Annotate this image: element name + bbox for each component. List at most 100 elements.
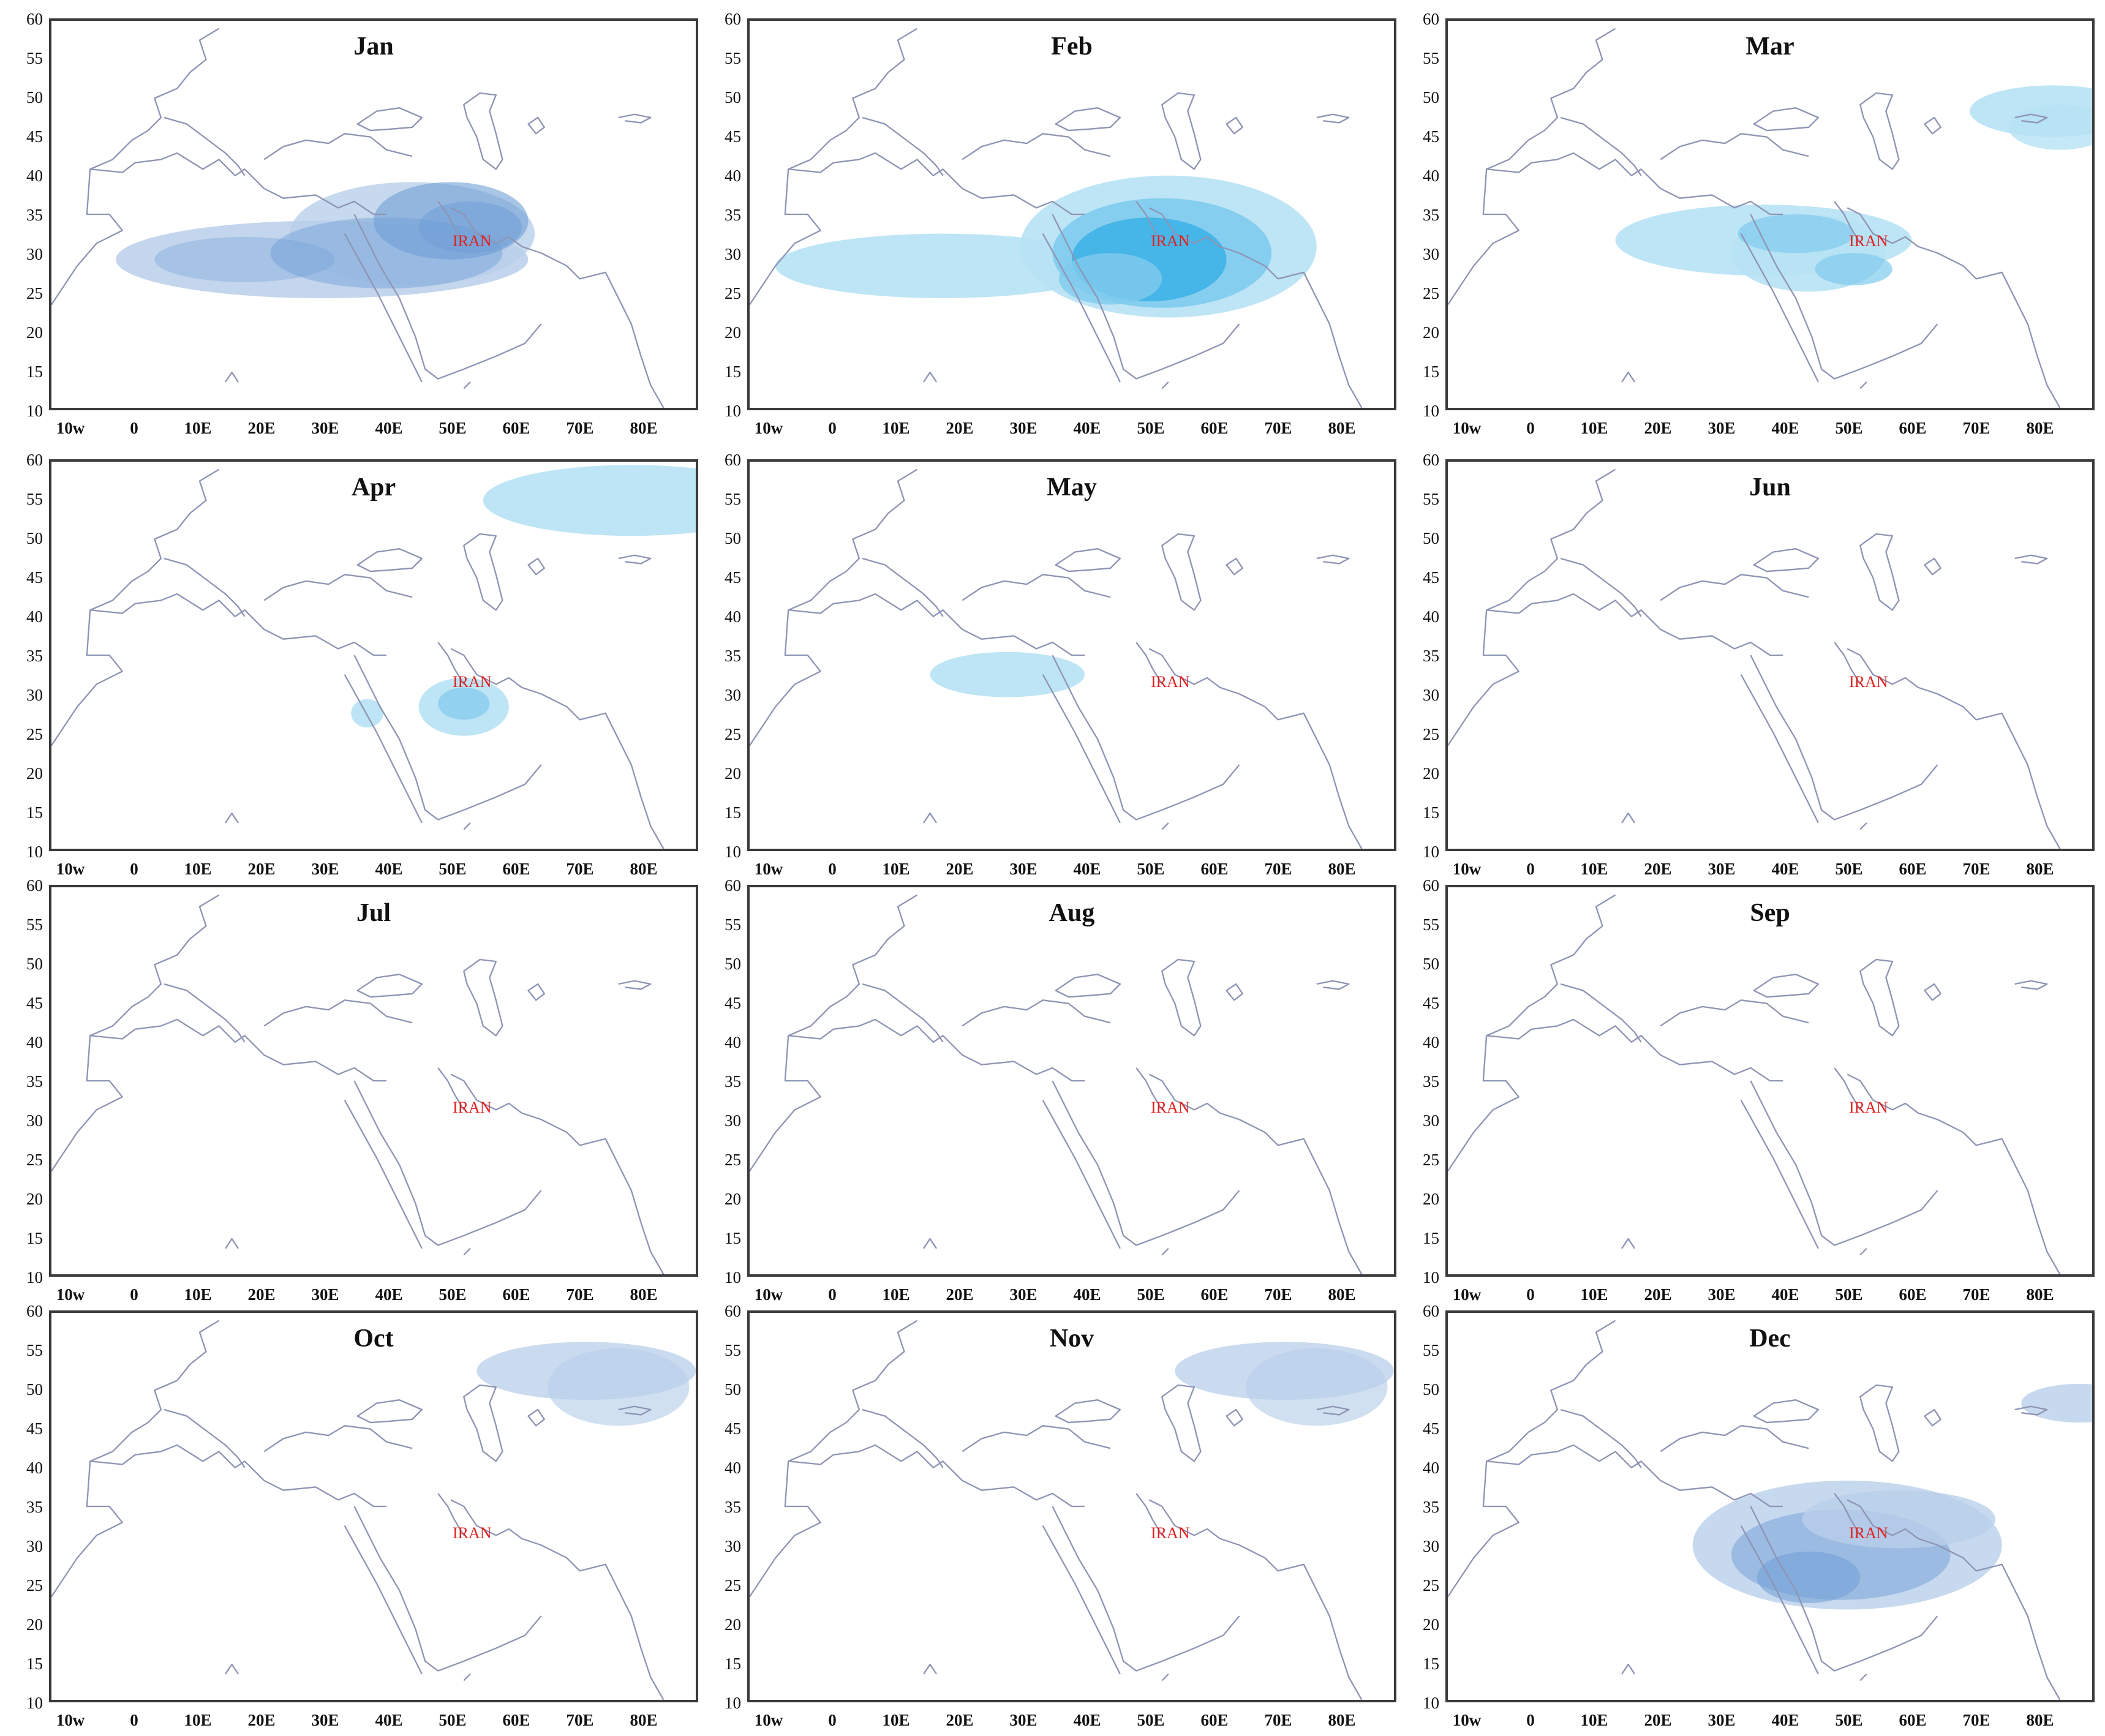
coastline bbox=[1621, 371, 1636, 383]
lat-tick-label: 25 bbox=[1423, 725, 1439, 743]
lat-tick-label: 60 bbox=[1423, 10, 1439, 28]
month-title: Apr bbox=[351, 473, 396, 502]
coastline bbox=[1226, 983, 1243, 1001]
coastline bbox=[1847, 1073, 2061, 1274]
lon-tick-label: 80E bbox=[1328, 419, 1356, 437]
lon-tick-label: 20E bbox=[247, 1285, 276, 1304]
coastline bbox=[1660, 133, 1809, 160]
month-title: Nov bbox=[1049, 1325, 1094, 1353]
map-panel-may: 60 55 50 45 40 35 30 25 20 15 10 10w 0 10E 20E 30E 40E 50… bbox=[704, 447, 1399, 878]
coastline bbox=[1161, 533, 1202, 611]
coastline bbox=[1753, 974, 1820, 998]
coastline bbox=[1560, 557, 1642, 617]
lon-tick-label: 60E bbox=[502, 1711, 530, 1729]
coastline bbox=[1486, 1018, 1783, 1082]
lon-tick-label: 0 bbox=[828, 1285, 837, 1304]
coastline bbox=[1750, 1506, 1938, 1672]
map-canvas bbox=[51, 1320, 696, 1700]
lat-tick-label: 45 bbox=[26, 568, 43, 587]
coastline bbox=[1560, 116, 1642, 176]
lat-tick-label: 55 bbox=[26, 49, 43, 67]
coastline bbox=[1148, 1073, 1363, 1274]
lat-tick-label: 15 bbox=[725, 803, 741, 822]
lat-tick-label: 20 bbox=[1423, 1190, 1439, 1208]
frequency-shading bbox=[2008, 104, 2092, 150]
lat-tick-label: 15 bbox=[26, 1229, 43, 1247]
coastline bbox=[344, 1525, 423, 1675]
lon-tick-label: 10E bbox=[882, 1711, 910, 1729]
coastline bbox=[750, 468, 918, 746]
coastline bbox=[1859, 1674, 1867, 1682]
coastline bbox=[618, 980, 652, 990]
lon-tick-label: 70E bbox=[566, 860, 594, 878]
month-title: Dec bbox=[1749, 1325, 1791, 1353]
lat-tick-label: 25 bbox=[1423, 284, 1439, 302]
lon-tick-label: 50E bbox=[1835, 1285, 1863, 1304]
coastline bbox=[1055, 107, 1121, 132]
lat-tick-label: 40 bbox=[26, 607, 43, 626]
lon-tick-label: 70E bbox=[1962, 1285, 1990, 1304]
lat-tick-label: 45 bbox=[725, 568, 741, 587]
lon-tick-label: 10w bbox=[1452, 1285, 1482, 1304]
lat-tick-label: 30 bbox=[1423, 686, 1439, 704]
lon-tick-label: 50E bbox=[439, 419, 467, 437]
lat-tick-label: 20 bbox=[1423, 764, 1439, 783]
coastline bbox=[1052, 1080, 1240, 1246]
coastline bbox=[862, 116, 944, 176]
lat-tick-label: 35 bbox=[1423, 1498, 1439, 1516]
lat-tick-label: 35 bbox=[725, 1498, 741, 1516]
coastline bbox=[450, 207, 665, 408]
coastline bbox=[1660, 574, 1809, 601]
lat-tick-label: 35 bbox=[26, 206, 43, 224]
lon-tick-label: 80E bbox=[2026, 419, 2054, 437]
map-canvas bbox=[51, 894, 665, 1274]
lat-tick-label: 35 bbox=[26, 1498, 43, 1516]
lat-tick-label: 15 bbox=[1423, 1655, 1439, 1673]
lat-tick-label: 50 bbox=[725, 88, 741, 107]
coastline bbox=[344, 674, 423, 824]
map-panel-dec: 60 55 50 45 40 35 30 25 20 15 10 10w 0 10E 20E 30E 40E 50… bbox=[1403, 1298, 2098, 1729]
coastline bbox=[750, 1320, 918, 1598]
country-label-iran: IRAN bbox=[453, 1524, 492, 1542]
lat-tick-label: 55 bbox=[725, 915, 741, 934]
coastline bbox=[2014, 554, 2048, 565]
coastline bbox=[90, 1018, 387, 1082]
country-label-iran: IRAN bbox=[1849, 1524, 1888, 1542]
lon-tick-label: 20E bbox=[1644, 1711, 1672, 1729]
lat-tick-label: 50 bbox=[725, 955, 741, 973]
lon-tick-label: 60E bbox=[1200, 860, 1229, 878]
coastline bbox=[164, 1408, 246, 1468]
lat-tick-label: 35 bbox=[725, 206, 741, 224]
month-title: Jul bbox=[356, 899, 391, 927]
lat-tick-label: 20 bbox=[1423, 323, 1439, 342]
lon-tick-label: 80E bbox=[1328, 1285, 1356, 1304]
frequency-shading bbox=[1802, 1490, 1996, 1549]
coastline bbox=[1148, 648, 1363, 849]
lon-tick-label: 10E bbox=[184, 1285, 212, 1304]
lat-tick-label: 45 bbox=[1423, 568, 1439, 587]
map-canvas bbox=[1448, 1320, 2092, 1700]
lon-tick-label: 0 bbox=[828, 419, 837, 437]
coastline bbox=[962, 133, 1111, 160]
lat-tick-label: 35 bbox=[725, 647, 741, 665]
lon-tick-label: 10w bbox=[754, 860, 783, 878]
lat-tick-label: 55 bbox=[725, 1341, 741, 1359]
coastline bbox=[1750, 655, 1938, 821]
frequency-shading bbox=[1246, 1348, 1388, 1426]
lon-tick-label: 60E bbox=[1200, 419, 1229, 437]
lon-tick-label: 70E bbox=[566, 1285, 594, 1304]
coastline bbox=[1161, 822, 1169, 830]
coastline bbox=[225, 371, 239, 383]
coastline bbox=[923, 1238, 938, 1249]
lon-tick-label: 10E bbox=[1580, 860, 1608, 878]
lat-tick-label: 55 bbox=[725, 490, 741, 508]
lon-tick-label: 30E bbox=[1708, 1711, 1736, 1729]
map-canvas bbox=[750, 1320, 1394, 1700]
coastline bbox=[1042, 233, 1121, 383]
lon-tick-label: 50E bbox=[439, 860, 467, 878]
coastline bbox=[463, 822, 471, 830]
coastline bbox=[51, 1320, 220, 1598]
lon-tick-label: 80E bbox=[630, 860, 658, 878]
lat-tick-label: 25 bbox=[725, 1151, 741, 1169]
